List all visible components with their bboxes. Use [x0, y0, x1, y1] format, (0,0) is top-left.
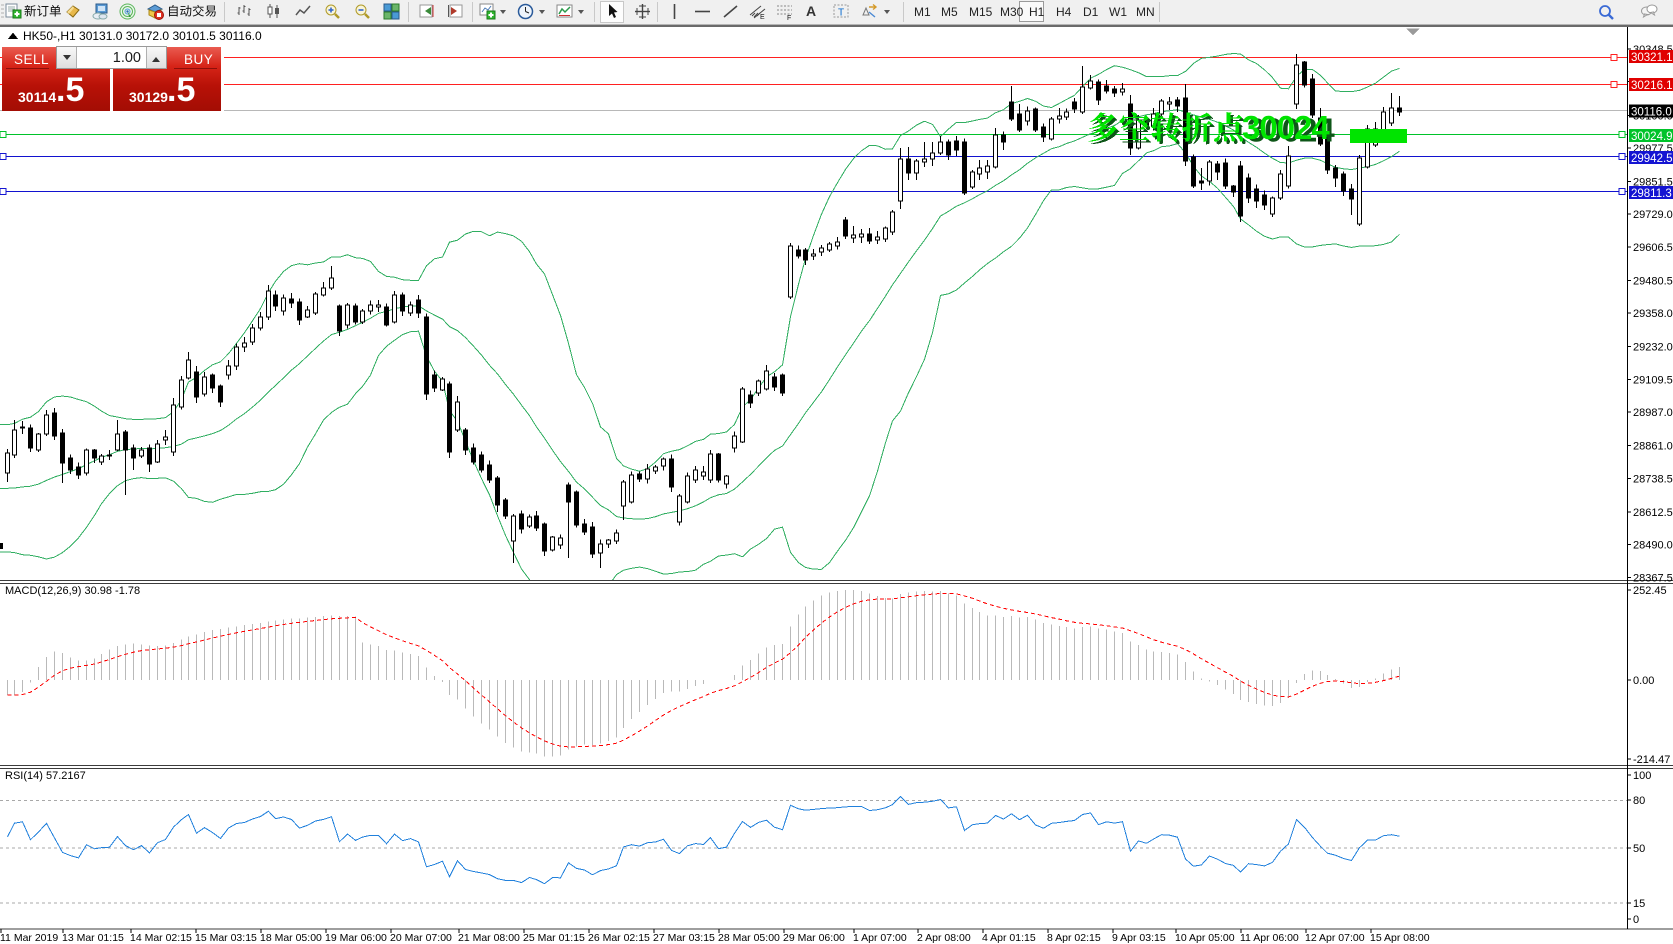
- svg-text:27 Mar 03:15: 27 Mar 03:15: [653, 932, 715, 944]
- svg-text:28738.5: 28738.5: [1633, 473, 1673, 485]
- svg-text:30024: 30024: [1242, 109, 1330, 146]
- svg-text:0: 0: [1633, 914, 1639, 926]
- svg-text:29811.3: 29811.3: [1631, 188, 1672, 200]
- svg-text:30024: 30024: [1247, 112, 1335, 149]
- svg-text:RSI(14) 57.2167: RSI(14) 57.2167: [5, 770, 86, 782]
- svg-text:4 Apr 01:15: 4 Apr 01:15: [982, 932, 1036, 944]
- svg-text:MACD(12,26,9) 30.98 -1.78: MACD(12,26,9) 30.98 -1.78: [5, 585, 140, 597]
- svg-text:E: E: [760, 14, 765, 20]
- svg-text:29232.0: 29232.0: [1633, 342, 1673, 354]
- svg-text:2 Apr 08:00: 2 Apr 08:00: [917, 932, 971, 944]
- svg-text:28612.5: 28612.5: [1633, 507, 1673, 519]
- svg-text:9 Apr 03:15: 9 Apr 03:15: [1112, 932, 1166, 944]
- svg-text:29942.5: 29942.5: [1631, 153, 1673, 165]
- svg-text:29 Mar 06:00: 29 Mar 06:00: [783, 932, 845, 944]
- svg-text:8 Apr 02:15: 8 Apr 02:15: [1047, 932, 1101, 944]
- svg-text:50: 50: [1633, 843, 1645, 855]
- svg-text:29480.5: 29480.5: [1633, 275, 1673, 287]
- svg-text:-214.47: -214.47: [1633, 754, 1670, 766]
- svg-text:29109.5: 29109.5: [1633, 374, 1673, 386]
- svg-text:28367.5: 28367.5: [1633, 572, 1673, 584]
- svg-text:21 Mar 08:00: 21 Mar 08:00: [458, 932, 520, 944]
- svg-text:HK50-,H1 30131.0 30172.0 3010: HK50-,H1 30131.0 30172.0 30101.5 30116.0: [23, 29, 262, 43]
- svg-text:1 Apr 07:00: 1 Apr 07:00: [853, 932, 907, 944]
- svg-text:29606.5: 29606.5: [1633, 242, 1673, 254]
- svg-text:252.45: 252.45: [1633, 585, 1667, 597]
- svg-text:15 Mar 03:15: 15 Mar 03:15: [195, 932, 257, 944]
- svg-text:11 Mar 2019: 11 Mar 2019: [0, 932, 58, 944]
- svg-text:T: T: [838, 8, 844, 19]
- svg-text:25 Mar 01:15: 25 Mar 01:15: [523, 932, 585, 944]
- svg-text:30216.1: 30216.1: [1631, 80, 1673, 92]
- svg-text:80: 80: [1633, 795, 1645, 807]
- svg-text:13 Mar 01:15: 13 Mar 01:15: [62, 932, 124, 944]
- svg-text:14 Mar 02:15: 14 Mar 02:15: [130, 932, 192, 944]
- svg-text:0.00: 0.00: [1633, 675, 1654, 687]
- svg-text:18 Mar 05:00: 18 Mar 05:00: [260, 932, 322, 944]
- svg-text:29851.5: 29851.5: [1633, 177, 1673, 189]
- svg-text:28490.0: 28490.0: [1633, 540, 1673, 552]
- svg-text:28861.0: 28861.0: [1633, 441, 1673, 453]
- svg-text:30116.0: 30116.0: [1631, 107, 1672, 119]
- svg-text:20 Mar 07:00: 20 Mar 07:00: [390, 932, 452, 944]
- svg-text:29729.0: 29729.0: [1633, 209, 1673, 221]
- svg-text:28 Mar 05:00: 28 Mar 05:00: [718, 932, 780, 944]
- svg-text:11 Apr 06:00: 11 Apr 06:00: [1240, 932, 1299, 944]
- svg-text:29358.0: 29358.0: [1633, 308, 1673, 320]
- svg-text:30024.9: 30024.9: [1631, 131, 1673, 143]
- svg-text:100: 100: [1633, 770, 1651, 782]
- svg-text:26 Mar 02:15: 26 Mar 02:15: [588, 932, 650, 944]
- svg-text:15 Apr 08:00: 15 Apr 08:00: [1370, 932, 1430, 944]
- svg-text:12 Apr 07:00: 12 Apr 07:00: [1305, 932, 1365, 944]
- svg-text:30321.1: 30321.1: [1631, 52, 1673, 64]
- svg-text:F: F: [787, 15, 791, 20]
- svg-text:10 Apr 05:00: 10 Apr 05:00: [1175, 932, 1235, 944]
- svg-text:28987.0: 28987.0: [1633, 407, 1673, 419]
- svg-text:19 Mar 06:00: 19 Mar 06:00: [325, 932, 387, 944]
- svg-text:15: 15: [1633, 898, 1645, 910]
